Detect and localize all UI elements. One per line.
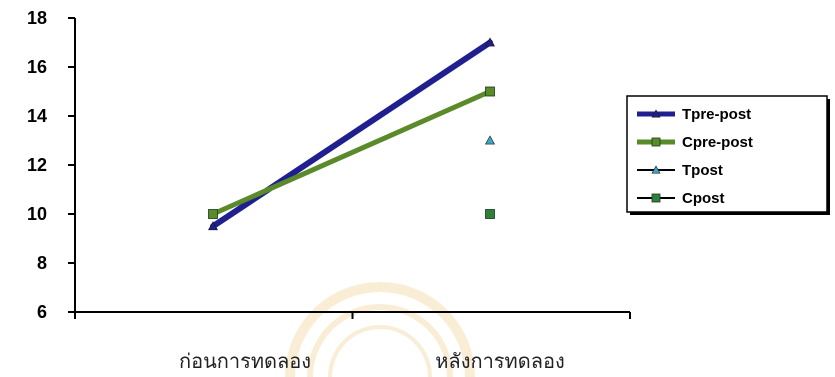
watermark-seal — [285, 282, 475, 377]
x-axis-categories: ก่อนการทดลอง หลังการทดลอง — [74, 312, 631, 373]
x-category-label: หลังการทดลอง — [435, 349, 565, 373]
legend: Tpre-post Cpre-post Tpost Cpost — [626, 95, 830, 215]
legend-item: Cpost — [637, 190, 725, 207]
y-tick-label: 16 — [27, 57, 47, 77]
data-point-triangle — [207, 221, 219, 231]
legend-label: Cpost — [682, 190, 725, 207]
chart-series — [207, 37, 496, 231]
legend-item: Tpost — [637, 162, 723, 179]
data-point-square — [485, 86, 495, 97]
y-tick-label: 8 — [37, 253, 47, 273]
data-point-square — [485, 209, 495, 219]
y-tick-label: 12 — [27, 155, 47, 175]
data-point-square — [208, 209, 218, 219]
data-point-triangle — [651, 109, 661, 118]
chart-axes — [74, 18, 630, 313]
y-tick-label: 6 — [37, 302, 47, 322]
data-point-triangle — [484, 37, 496, 47]
data-point-square — [651, 193, 661, 203]
x-category-label: ก่อนการทดลอง — [179, 349, 311, 373]
legend-item: Cpre-post — [637, 134, 753, 151]
series-line — [210, 39, 493, 230]
y-tick-label: 18 — [27, 8, 47, 28]
series-cpre-post — [208, 86, 495, 219]
series-cpost — [485, 209, 495, 219]
data-point-triangle — [484, 135, 496, 145]
data-point-square — [651, 137, 661, 147]
legend-label: Tpre-post — [682, 106, 751, 123]
y-axis-ticks: 6 8 10 12 14 16 18 — [27, 8, 75, 322]
legend-label: Cpre-post — [682, 134, 753, 151]
series-tpre-post — [207, 37, 496, 231]
y-tick-label: 14 — [27, 106, 47, 126]
y-tick-label: 10 — [27, 204, 47, 224]
series-tpost — [484, 135, 496, 145]
legend-box — [626, 95, 828, 213]
legend-item: Tpre-post — [637, 106, 751, 123]
data-point-triangle — [651, 165, 661, 174]
legend-label: Tpost — [682, 162, 723, 179]
series-line — [210, 89, 493, 217]
